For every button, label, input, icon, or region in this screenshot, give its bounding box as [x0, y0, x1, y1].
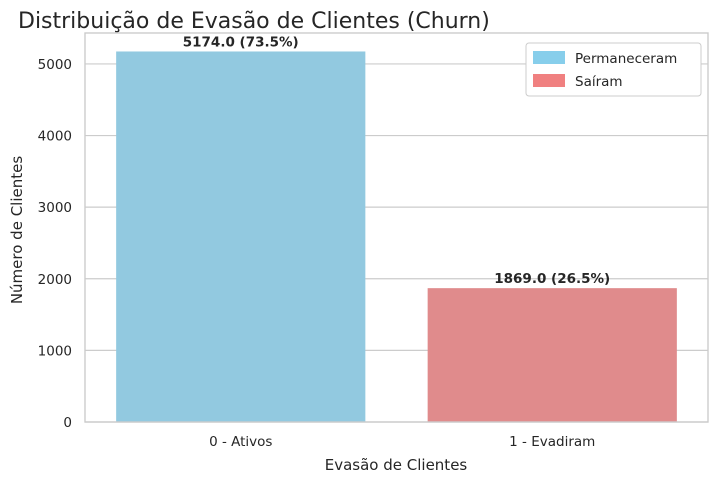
legend-swatch-sairam	[533, 74, 565, 87]
legend-label-sairam: Saíram	[575, 74, 623, 90]
bar-data-label: 5174.0 (73.5%)	[183, 34, 299, 50]
legend-box	[525, 42, 702, 97]
y-tick-label: 4000	[38, 129, 72, 145]
x-tick-label: 0 - Ativos	[209, 434, 272, 450]
x-tick-label: 1 - Evadiram	[509, 434, 595, 450]
bar	[116, 51, 366, 422]
bars	[116, 51, 677, 422]
y-tick-label: 3000	[38, 200, 72, 216]
legend-swatch-permaneceram	[533, 51, 565, 64]
bar-data-label: 1869.0 (26.5%)	[494, 271, 610, 287]
y-tick-label: 5000	[38, 57, 72, 73]
plot-frame	[84, 32, 709, 423]
legend-label-permaneceram: Permaneceram	[575, 51, 677, 67]
y-tick-label: 2000	[38, 272, 72, 288]
legend: Permaneceram Saíram	[525, 42, 702, 97]
bar	[427, 288, 677, 422]
y-tick-label: 0	[63, 415, 72, 431]
data-labels: 5174.0 (73.5%) 1869.0 (26.5%)	[183, 34, 610, 287]
chart-title: Distribuição de Evasão de Clientes (Chur…	[18, 9, 490, 34]
tick-labels: 0 1000 2000 3000 4000 5000 0 - Ativos 1 - Evadi…	[38, 57, 596, 450]
y-axis-label: Número de Clientes	[8, 156, 26, 305]
y-tick-label: 1000	[38, 343, 72, 359]
x-axis-label: Evasão de Clientes	[325, 456, 468, 474]
